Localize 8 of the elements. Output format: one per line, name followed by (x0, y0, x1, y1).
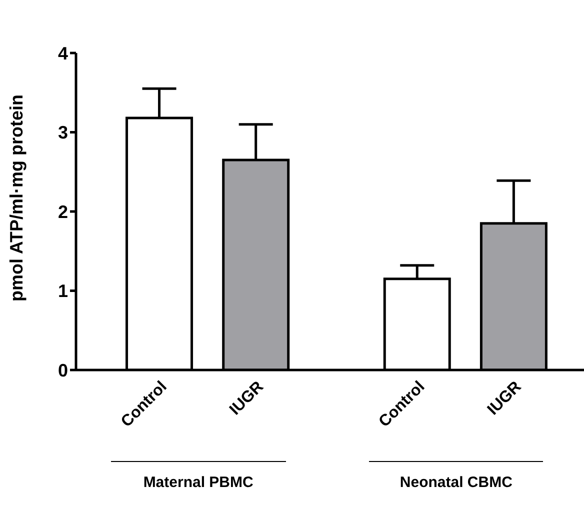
y-tick-label: 4 (58, 43, 68, 64)
y-tick-label: 3 (58, 122, 68, 143)
y-tick-label: 2 (58, 202, 68, 222)
y-tick-label: 0 (58, 360, 68, 380)
y-axis-title: pmol ATP/ml·mg protein (6, 94, 26, 302)
text: Neonatal CBMC (398, 474, 514, 491)
y-tick-label: 1 (58, 281, 68, 302)
text: Maternal PBMC (142, 474, 254, 491)
